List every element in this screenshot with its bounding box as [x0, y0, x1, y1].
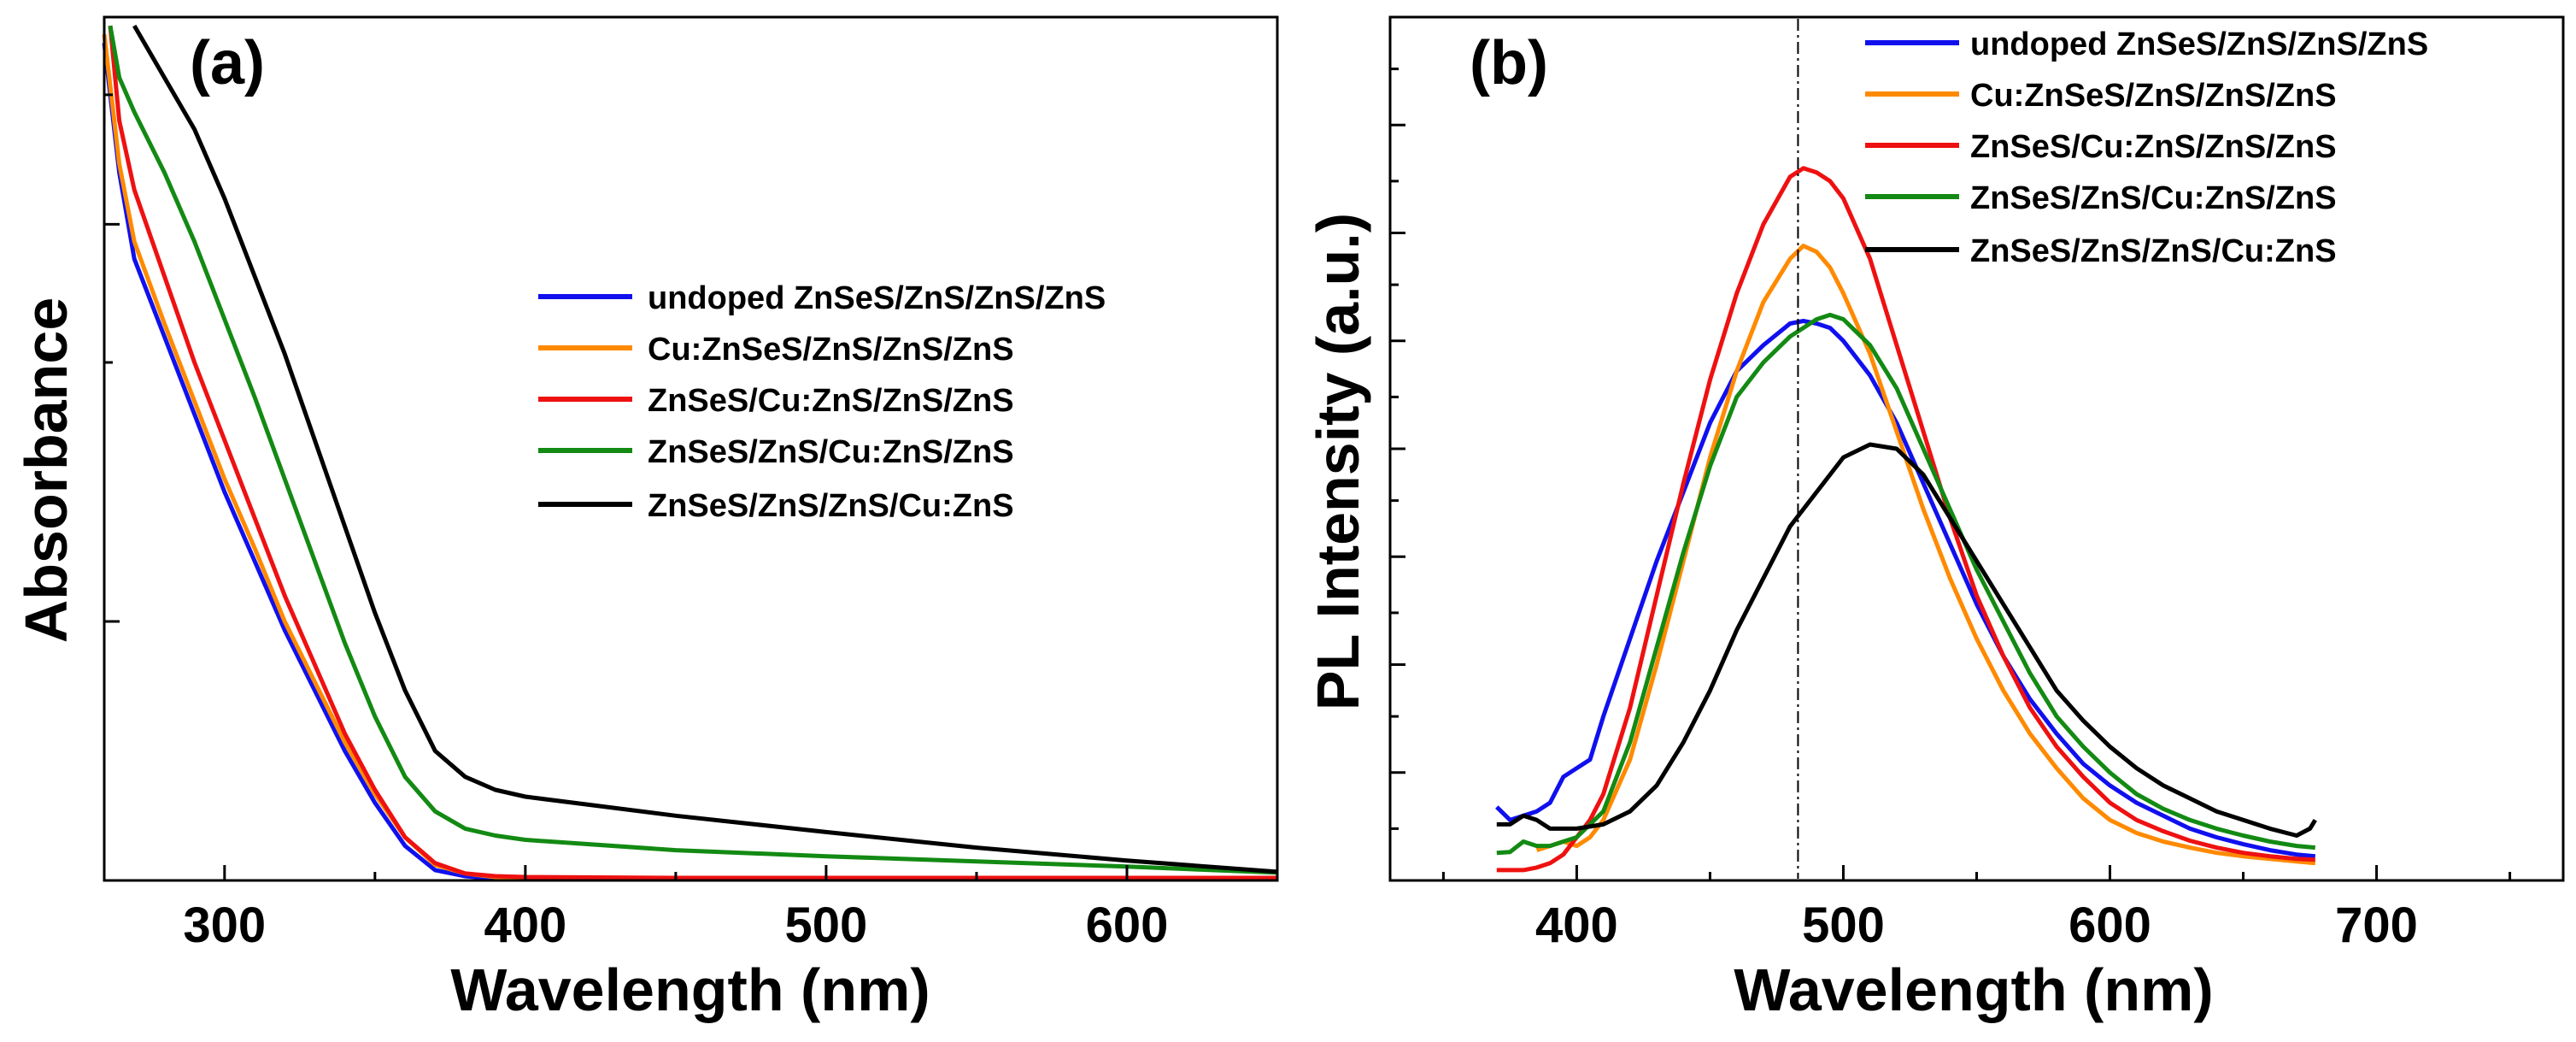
series-a-znses-zns-zns-cu-zns: [132, 24, 1278, 874]
legend-a-cu-shell1-label: ZnSeS/Cu:ZnS/ZnS/ZnS: [648, 383, 1014, 419]
legend-b-cu-shell1: ZnSeS/Cu:ZnS/ZnS/ZnS: [1865, 129, 2337, 165]
panel-a-x-tick-labels: 300 400 500 600: [183, 898, 1168, 953]
legend-a-cu-core-label: Cu:ZnSeS/ZnS/ZnS/ZnS: [648, 332, 1014, 368]
panel-b-pl-chart: (b) Wavelength (nm) PL Intensity (a.u.) …: [1305, 15, 2565, 1023]
legend-b-cu-shell2-label: ZnSeS/ZnS/Cu:ZnS/ZnS: [1970, 180, 2337, 216]
x-tick-label-a-500: 500: [785, 898, 868, 953]
panel-b-ylabel: PL Intensity (a.u.): [1305, 213, 1371, 710]
panel-a-ticks: [104, 93, 1129, 880]
legend-b-cu-core: Cu:ZnSeS/ZnS/ZnS/ZnS: [1865, 78, 2337, 114]
legend-a-cu-shell3: ZnSeS/ZnS/ZnS/Cu:ZnS: [538, 488, 1014, 524]
legend-a-cu-shell3-label: ZnSeS/ZnS/ZnS/Cu:ZnS: [648, 488, 1014, 524]
series-b-znses-cu-zns-zns-zns: [1496, 166, 2315, 873]
legend-a-cu-shell2: ZnSeS/ZnS/Cu:ZnS/ZnS: [538, 434, 1014, 470]
legend-a-cu-shell1: ZnSeS/Cu:ZnS/ZnS/ZnS: [538, 383, 1014, 419]
legend-b-cu-shell3-label: ZnSeS/ZnS/ZnS/Cu:ZnS: [1970, 233, 2337, 269]
panel-b-x-tick-labels: 400 500 600 700: [1535, 898, 2418, 953]
panel-a-frame: [103, 15, 1279, 882]
series-b-undoped-znses-zns-zns-zns: [1495, 319, 2316, 859]
legend-b-undoped: undoped ZnSeS/ZnS/ZnS/ZnS: [1865, 26, 2428, 62]
legend-b-cu-shell3: ZnSeS/ZnS/ZnS/Cu:ZnS: [1865, 233, 2337, 269]
series-a-znses-cu-zns-zns-zns: [108, 25, 1277, 880]
legend-a-undoped: undoped ZnSeS/ZnS/ZnS/ZnS: [538, 280, 1106, 316]
legend-b-cu-shell1-label: ZnSeS/Cu:ZnS/ZnS/ZnS: [1970, 129, 2337, 165]
panel-a-label: (a): [190, 29, 265, 97]
panel-a-xlabel: Wavelength (nm): [450, 957, 930, 1023]
panel-b-plot-lines: [1495, 166, 2317, 873]
x-tick-label-a-600: 600: [1086, 898, 1169, 953]
x-tick-label-a-300: 300: [183, 898, 266, 953]
series-b-znses-zns-zns-cu-zns: [1496, 442, 2317, 838]
x-tick-label-b-700: 700: [2335, 898, 2418, 953]
x-tick-label-b-500: 500: [1802, 898, 1885, 953]
legend-a-cu-core: Cu:ZnSeS/ZnS/ZnS/ZnS: [538, 332, 1014, 368]
series-b-cu-znses-zns-zns-zns: [1535, 244, 2316, 866]
panel-b-label: (b): [1470, 29, 1548, 97]
legend-b-undoped-label: undoped ZnSeS/ZnS/ZnS/ZnS: [1970, 26, 2428, 62]
panel-b-legend: undoped ZnSeS/ZnS/ZnS/ZnS Cu:ZnSeS/ZnS/Z…: [1865, 26, 2428, 269]
legend-b-cu-shell2: ZnSeS/ZnS/Cu:ZnS/ZnS: [1865, 180, 2337, 216]
legend-a-cu-shell2-label: ZnSeS/ZnS/Cu:ZnS/ZnS: [648, 434, 1014, 470]
panel-a-legend: undoped ZnSeS/ZnS/ZnS/ZnS Cu:ZnSeS/ZnS/Z…: [538, 280, 1106, 524]
x-tick-label-b-600: 600: [2068, 898, 2151, 953]
legend-b-cu-core-label: Cu:ZnSeS/ZnS/ZnS/ZnS: [1970, 78, 2337, 114]
panel-b-xlabel: Wavelength (nm): [1734, 957, 2213, 1023]
panel-a-ylabel: Absorbance: [13, 297, 79, 644]
series-a-znses-zns-cu-zns-zns: [108, 25, 1278, 875]
x-tick-label-a-400: 400: [484, 898, 566, 953]
x-tick-label-b-400: 400: [1535, 898, 1618, 953]
legend-a-undoped-label: undoped ZnSeS/ZnS/ZnS/ZnS: [648, 280, 1106, 316]
series-b-znses-zns-cu-zns-zns: [1496, 312, 2316, 856]
panel-b-ticks: [1390, 15, 2512, 880]
panel-a-absorbance-chart: (a) Wavelength (nm) Absorbance 300 400 500…: [13, 15, 1279, 1023]
